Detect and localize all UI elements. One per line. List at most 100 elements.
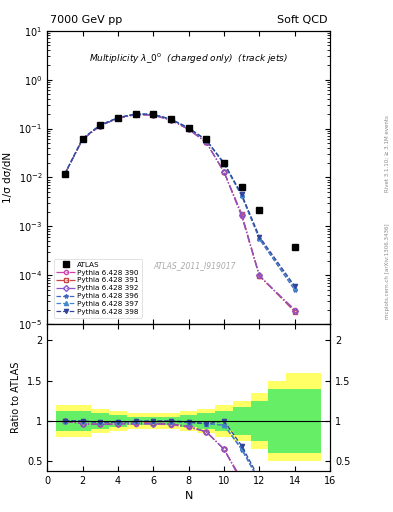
- Pythia 6.428 397: [62, 171, 67, 177]
- Pythia 6.428 396: [239, 193, 244, 199]
- Legend: ATLAS, Pythia 6.428 390, Pythia 6.428 391, Pythia 6.428 392, Pythia 6.428 396, P: ATLAS, Pythia 6.428 390, Pythia 6.428 39…: [53, 259, 142, 318]
- Pythia 6.428 397: [98, 122, 103, 128]
- Pythia 6.428 396: [222, 161, 226, 167]
- Pythia 6.428 390: [222, 169, 226, 175]
- Pythia 6.428 398: [239, 191, 244, 198]
- Pythia 6.428 397: [133, 111, 138, 117]
- Pythia 6.428 397: [169, 116, 173, 122]
- Pythia 6.428 397: [80, 136, 85, 142]
- ATLAS: [169, 116, 173, 122]
- Line: Pythia 6.428 391: Pythia 6.428 391: [63, 112, 297, 314]
- Pythia 6.428 390: [116, 115, 120, 121]
- Pythia 6.428 398: [204, 137, 209, 143]
- Pythia 6.428 396: [186, 125, 191, 131]
- Text: ATLAS_2011_I919017: ATLAS_2011_I919017: [153, 261, 235, 270]
- Pythia 6.428 396: [292, 287, 297, 293]
- Pythia 6.428 397: [116, 115, 120, 121]
- Pythia 6.428 397: [239, 193, 244, 199]
- Pythia 6.428 398: [116, 115, 120, 121]
- Pythia 6.428 390: [169, 117, 173, 123]
- Pythia 6.428 391: [239, 211, 244, 217]
- Pythia 6.428 391: [62, 171, 67, 177]
- Pythia 6.428 390: [98, 122, 103, 129]
- ATLAS: [186, 124, 191, 131]
- Pythia 6.428 390: [257, 273, 262, 280]
- Pythia 6.428 391: [222, 169, 226, 175]
- Text: Soft QCD: Soft QCD: [277, 15, 327, 25]
- Pythia 6.428 398: [257, 233, 262, 240]
- Pythia 6.428 392: [80, 136, 85, 142]
- Text: Rivet 3.1.10; ≥ 3.1M events: Rivet 3.1.10; ≥ 3.1M events: [385, 115, 390, 192]
- Pythia 6.428 396: [133, 111, 138, 117]
- Pythia 6.428 391: [257, 273, 262, 279]
- Pythia 6.428 392: [204, 139, 209, 145]
- ATLAS: [116, 115, 120, 121]
- ATLAS: [204, 136, 209, 142]
- Pythia 6.428 392: [239, 212, 244, 218]
- Pythia 6.428 391: [98, 122, 103, 129]
- Pythia 6.428 392: [98, 122, 103, 129]
- Pythia 6.428 396: [116, 115, 120, 121]
- Pythia 6.428 391: [186, 126, 191, 132]
- Pythia 6.428 391: [80, 136, 85, 142]
- Y-axis label: Ratio to ATLAS: Ratio to ATLAS: [11, 362, 21, 433]
- ATLAS: [239, 184, 244, 190]
- Pythia 6.428 396: [257, 236, 262, 242]
- Pythia 6.428 392: [222, 169, 226, 175]
- Pythia 6.428 397: [204, 137, 209, 143]
- Pythia 6.428 396: [151, 112, 156, 118]
- Pythia 6.428 398: [169, 116, 173, 122]
- Text: mcplots.cern.ch [arXiv:1306.3436]: mcplots.cern.ch [arXiv:1306.3436]: [385, 224, 390, 319]
- Pythia 6.428 398: [62, 171, 67, 177]
- Pythia 6.428 396: [62, 171, 67, 177]
- Pythia 6.428 391: [151, 112, 156, 118]
- Pythia 6.428 390: [151, 112, 156, 118]
- Pythia 6.428 398: [80, 136, 85, 142]
- Pythia 6.428 392: [62, 171, 67, 177]
- Pythia 6.428 391: [204, 139, 209, 145]
- Pythia 6.428 397: [151, 111, 156, 117]
- ATLAS: [222, 160, 226, 166]
- Pythia 6.428 391: [133, 111, 138, 117]
- Pythia 6.428 398: [186, 125, 191, 131]
- Pythia 6.428 392: [169, 117, 173, 123]
- ATLAS: [98, 122, 103, 128]
- ATLAS: [151, 111, 156, 117]
- Line: ATLAS: ATLAS: [62, 111, 298, 250]
- Pythia 6.428 392: [186, 126, 191, 132]
- Pythia 6.428 398: [222, 160, 226, 166]
- Pythia 6.428 398: [98, 122, 103, 128]
- Line: Pythia 6.428 396: Pythia 6.428 396: [63, 112, 297, 292]
- Pythia 6.428 396: [169, 116, 173, 122]
- Pythia 6.428 390: [80, 136, 85, 142]
- Pythia 6.428 398: [151, 111, 156, 117]
- Pythia 6.428 391: [116, 115, 120, 121]
- ATLAS: [80, 136, 85, 142]
- Text: 7000 GeV pp: 7000 GeV pp: [50, 15, 122, 25]
- Pythia 6.428 398: [133, 111, 138, 117]
- X-axis label: N: N: [184, 492, 193, 501]
- Pythia 6.428 396: [98, 122, 103, 128]
- ATLAS: [133, 111, 138, 117]
- Pythia 6.428 390: [204, 139, 209, 145]
- Pythia 6.428 390: [239, 214, 244, 220]
- Pythia 6.428 396: [80, 136, 85, 142]
- Line: Pythia 6.428 392: Pythia 6.428 392: [63, 113, 297, 313]
- Pythia 6.428 397: [222, 161, 226, 167]
- ATLAS: [257, 207, 262, 213]
- Pythia 6.428 397: [186, 125, 191, 131]
- Pythia 6.428 396: [204, 137, 209, 143]
- Pythia 6.428 397: [257, 235, 262, 241]
- Line: Pythia 6.428 397: Pythia 6.428 397: [63, 112, 297, 290]
- Text: Multiplicity $\lambda\_0^0$  (charged only)  (track jets): Multiplicity $\lambda\_0^0$ (charged onl…: [89, 51, 288, 66]
- Y-axis label: 1/σ dσ/dN: 1/σ dσ/dN: [2, 152, 13, 203]
- Pythia 6.428 392: [292, 308, 297, 314]
- ATLAS: [62, 171, 67, 177]
- Pythia 6.428 392: [133, 112, 138, 118]
- Pythia 6.428 390: [292, 307, 297, 313]
- Pythia 6.428 390: [62, 171, 67, 177]
- Pythia 6.428 391: [169, 117, 173, 123]
- Pythia 6.428 390: [186, 126, 191, 133]
- Pythia 6.428 392: [116, 115, 120, 121]
- ATLAS: [292, 244, 297, 250]
